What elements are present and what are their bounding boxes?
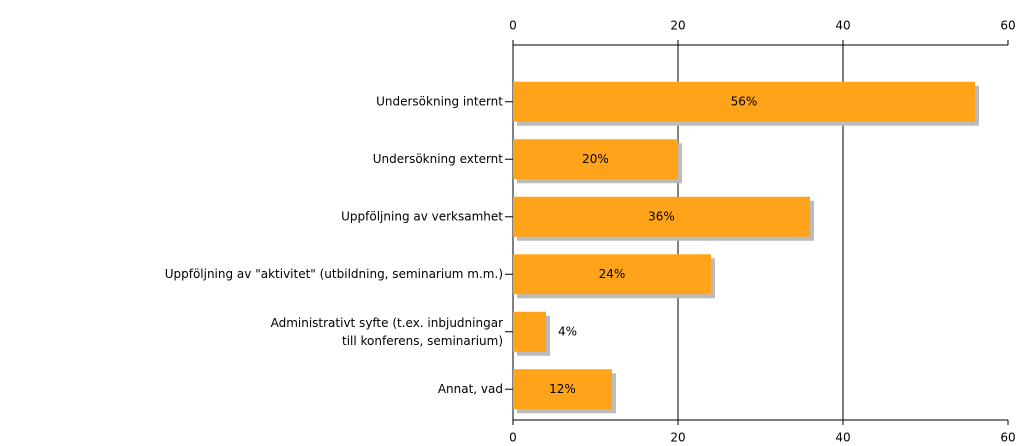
bar (513, 311, 546, 352)
value-label: 36% (648, 209, 675, 223)
x-tick-label: 0 (509, 19, 517, 33)
bar (513, 254, 711, 295)
x-tick-label: 20 (670, 431, 685, 445)
bar (513, 139, 678, 180)
category-label: Uppföljning av "aktivitet" (utbildning, … (165, 267, 503, 281)
bar (513, 196, 810, 237)
x-tick-label: 0 (509, 431, 517, 445)
x-tick-label: 40 (835, 19, 850, 33)
category-label: Undersökning internt (376, 94, 503, 108)
x-tick-label: 20 (670, 19, 685, 33)
value-label: 56% (731, 94, 758, 108)
category-label: Administrativt syfte (t.ex. inbjudningar… (271, 315, 503, 347)
bar (513, 369, 612, 410)
bar (513, 81, 975, 122)
value-label: 24% (599, 267, 626, 281)
value-label: 4% (558, 324, 577, 338)
category-label: Uppföljning av verksamhet (341, 209, 503, 223)
x-tick-label: 60 (1000, 19, 1015, 33)
value-label: 12% (549, 382, 576, 396)
category-label: Annat, vad (438, 382, 503, 396)
value-label: 20% (582, 152, 609, 166)
x-tick-label: 40 (835, 431, 850, 445)
x-tick-label: 60 (1000, 431, 1015, 445)
category-label: Undersökning externt (373, 152, 504, 166)
